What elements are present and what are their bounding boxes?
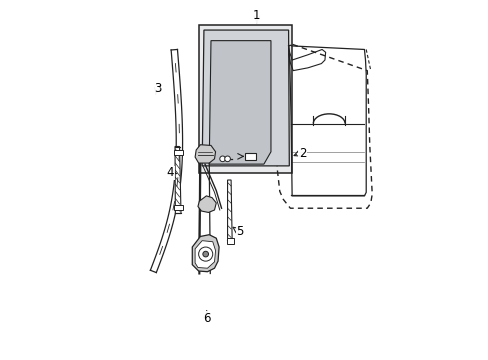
- Text: 4: 4: [166, 166, 174, 179]
- Polygon shape: [209, 41, 270, 164]
- Bar: [244, 153, 255, 159]
- Text: 5: 5: [236, 225, 244, 238]
- Circle shape: [219, 156, 225, 162]
- Text: 6: 6: [203, 312, 210, 325]
- Circle shape: [198, 247, 212, 261]
- Polygon shape: [202, 30, 289, 166]
- Polygon shape: [175, 147, 181, 213]
- Polygon shape: [195, 241, 215, 268]
- Bar: [226, 238, 234, 243]
- Polygon shape: [227, 180, 232, 240]
- Circle shape: [203, 251, 208, 257]
- Text: 3: 3: [154, 82, 162, 95]
- Circle shape: [224, 156, 230, 162]
- Text: 1: 1: [253, 9, 260, 22]
- Bar: [173, 150, 183, 155]
- Polygon shape: [192, 235, 219, 272]
- Bar: [173, 205, 183, 210]
- Polygon shape: [198, 196, 216, 212]
- Bar: [198, 25, 291, 173]
- Polygon shape: [195, 145, 215, 163]
- Text: 2: 2: [298, 147, 306, 160]
